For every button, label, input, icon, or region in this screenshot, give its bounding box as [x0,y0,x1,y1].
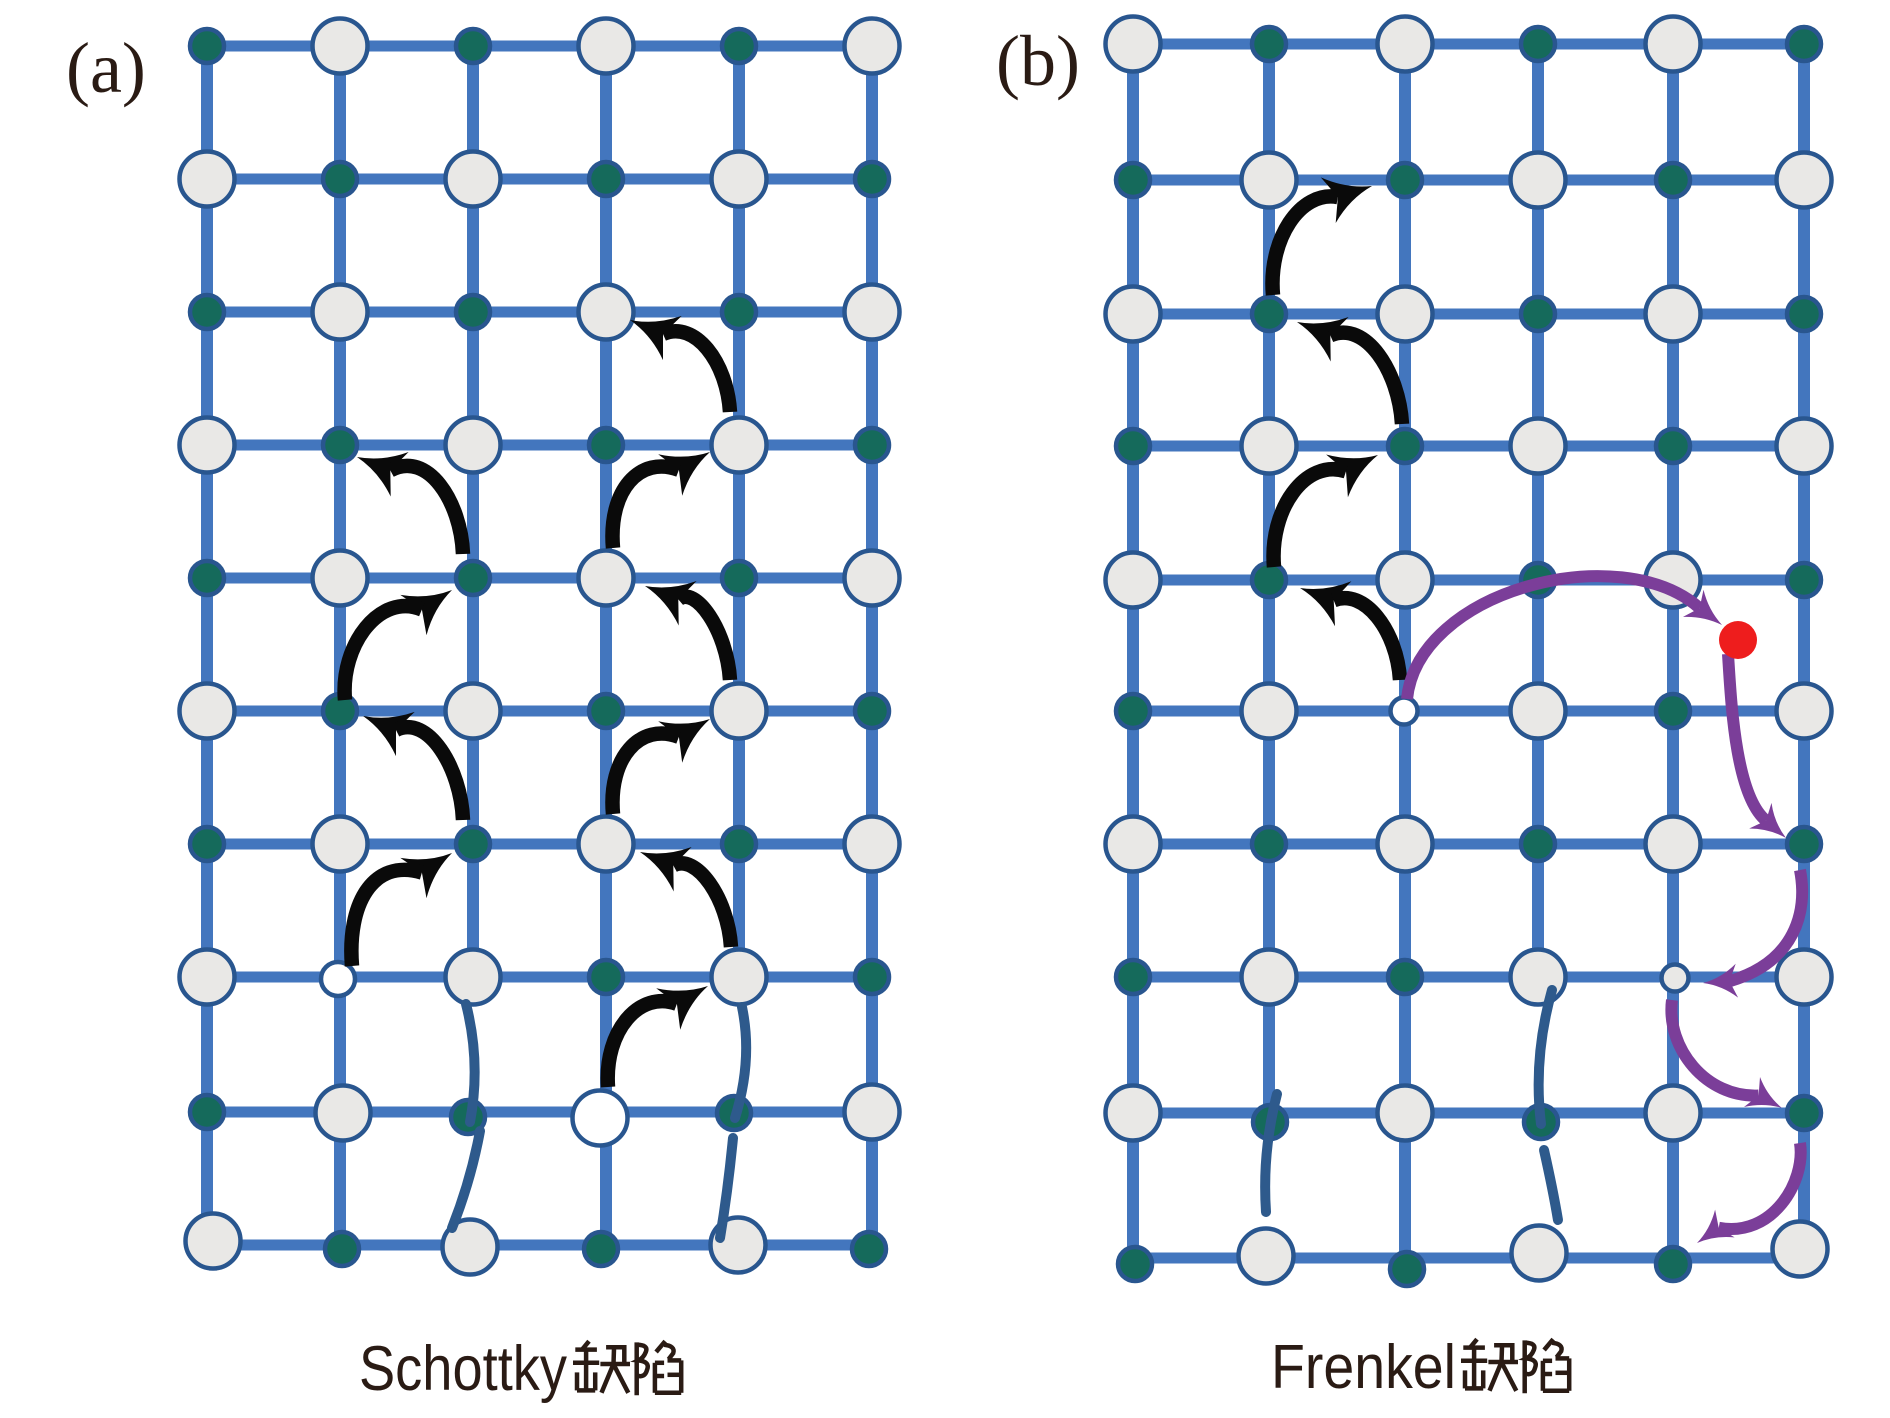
svg-text:Schottky: Schottky [359,1334,567,1404]
svg-text:(b): (b) [996,21,1080,101]
svg-text:Frenkel: Frenkel [1271,1333,1456,1402]
svg-text:(a): (a) [66,28,146,108]
